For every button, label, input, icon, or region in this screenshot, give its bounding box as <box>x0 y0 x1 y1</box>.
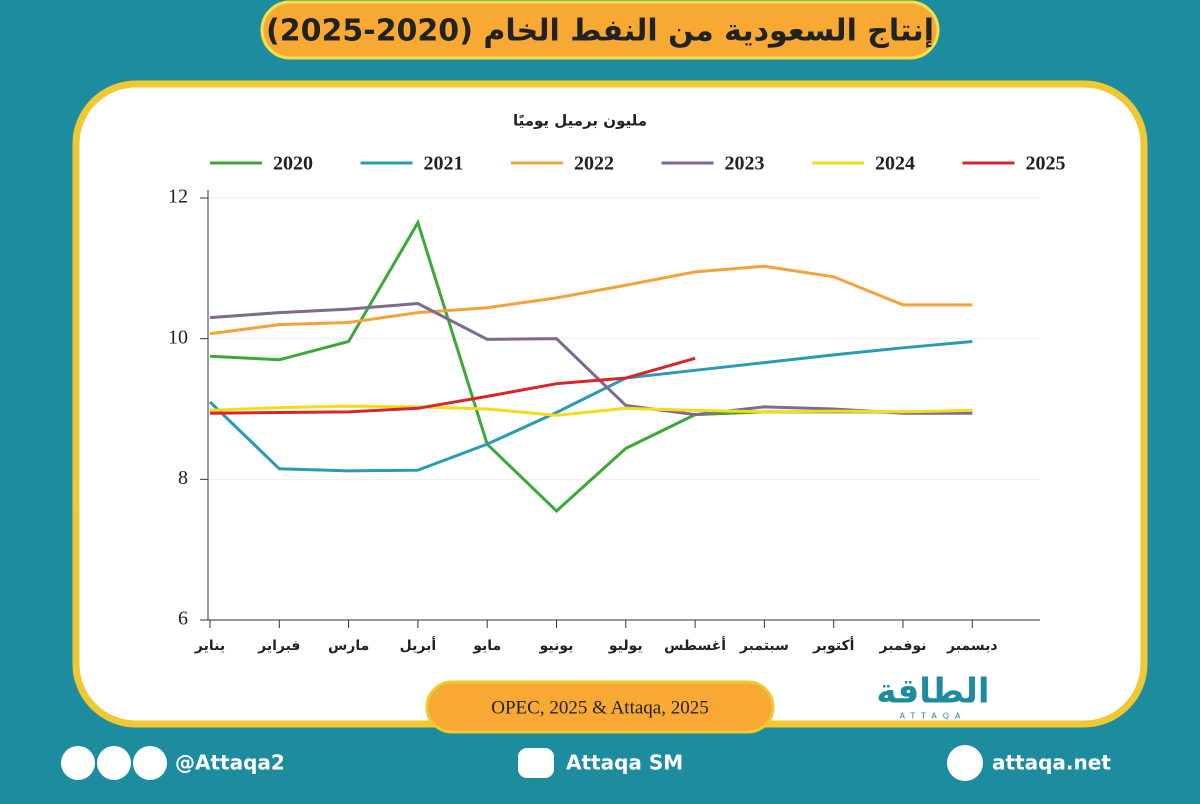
series-line <box>209 356 696 415</box>
legend-label: 2023 <box>725 153 765 175</box>
source: OPEC, 2025 & Attaqa, 2025 <box>491 697 708 718</box>
series-line <box>209 301 973 417</box>
x-tick-label: أبريل <box>400 636 437 654</box>
y-tick-label: 8 <box>178 467 188 489</box>
x-tick-label: أغسطس <box>664 636 726 654</box>
x-tick-label: نوفمبر <box>878 638 926 654</box>
instagram-icon <box>97 746 131 780</box>
y-tick-label: 6 <box>178 608 188 630</box>
legend-label: 2021 <box>424 153 464 175</box>
logo: الطاقة <box>876 672 989 712</box>
y-tick-label: 12 <box>168 186 188 208</box>
legend-label: 2025 <box>1026 153 1066 175</box>
title-banner <box>260 0 940 60</box>
social-handle: @Attaqa2 <box>175 751 285 775</box>
facebook-icon <box>133 746 167 780</box>
youtube-handle: Attaqa SM <box>566 751 683 775</box>
legend-label: 2024 <box>875 153 915 175</box>
x-tick-label: يناير <box>194 638 225 654</box>
social-icons <box>61 745 983 781</box>
x-tick-label: مايو <box>472 638 501 654</box>
x-tick-label: أكتوبر <box>812 636 854 654</box>
y-axis-label: مليون برميل يوميًا <box>513 112 647 130</box>
x-tick-label: ديسمبر <box>946 638 998 654</box>
x-tick-label: فبراير <box>257 638 300 654</box>
card <box>72 80 1148 728</box>
youtube-icon <box>518 748 554 778</box>
legend-label: 2020 <box>273 153 313 175</box>
x-tick-label: يونيو <box>539 638 574 654</box>
series-line <box>209 264 973 336</box>
chart-title: إنتاج السعودية من النفط الخام (2020-2025… <box>266 14 934 49</box>
legend-label: 2022 <box>574 153 614 175</box>
x-tick-label: يوليو <box>608 638 643 654</box>
y-tick-label: 10 <box>168 326 188 348</box>
x-icon <box>61 746 95 780</box>
x-tick-label: مارس <box>328 638 369 654</box>
series-line <box>209 404 973 417</box>
website: attaqa.net <box>992 751 1111 775</box>
x-tick-label: سبتمبر <box>739 638 789 654</box>
web-icon <box>947 745 983 781</box>
series-line <box>208 339 973 473</box>
source-badge <box>425 680 775 734</box>
logo-latin: ATTAQA <box>900 712 967 721</box>
